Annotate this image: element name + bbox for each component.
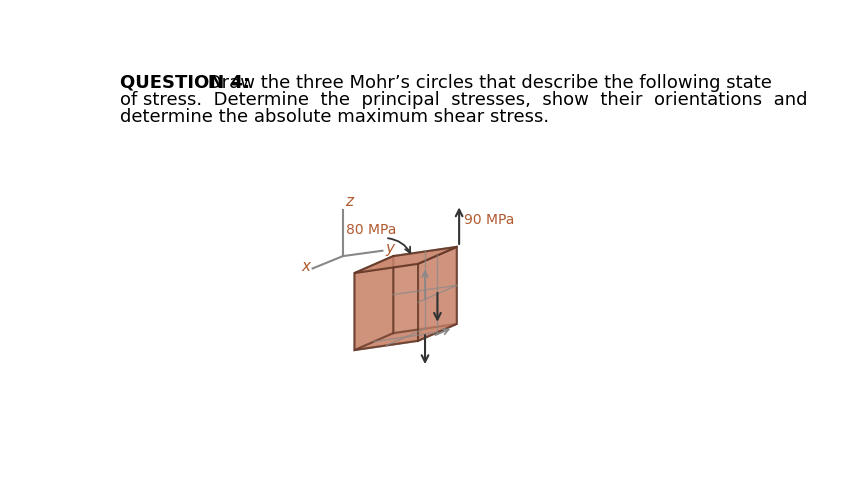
Text: Draw the three Mohr’s circles that describe the following state: Draw the three Mohr’s circles that descr… — [202, 74, 772, 92]
Text: QUESTION 4:: QUESTION 4: — [120, 74, 250, 92]
Text: determine the absolute maximum shear stress.: determine the absolute maximum shear str… — [120, 108, 550, 125]
Text: of stress.  Determine  the  principal  stresses,  show  their  orientations  and: of stress. Determine the principal stres… — [120, 91, 808, 109]
Polygon shape — [354, 324, 457, 350]
Polygon shape — [354, 264, 418, 350]
Text: 80 MPa: 80 MPa — [347, 223, 397, 237]
Polygon shape — [354, 247, 457, 273]
Polygon shape — [394, 247, 457, 333]
Polygon shape — [418, 247, 457, 341]
Polygon shape — [354, 256, 394, 350]
Text: y: y — [385, 241, 394, 256]
Text: x: x — [302, 259, 311, 274]
Text: 90 MPa: 90 MPa — [463, 213, 514, 227]
Text: z: z — [345, 194, 354, 209]
